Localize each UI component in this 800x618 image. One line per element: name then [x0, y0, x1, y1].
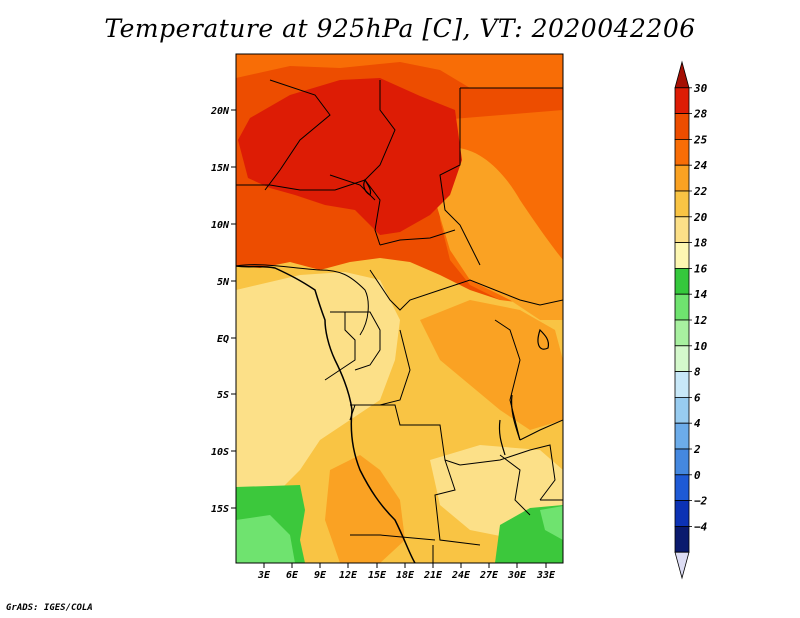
colorbar-label: 4	[694, 417, 701, 430]
region-east-orange	[420, 300, 563, 430]
lat-tick: 10N	[211, 220, 236, 231]
colorbar-swatch	[674, 190, 690, 218]
latitude-axis: 20N 15N 10N 5N EQ 5S 10S 15S	[210, 106, 236, 515]
region-basin-yellow	[236, 272, 400, 490]
lat-tick: 15N	[211, 163, 236, 174]
colorbar-label: 18	[694, 237, 708, 250]
colorbar-label: 0	[694, 469, 701, 482]
colorbar-label: 6	[694, 391, 701, 404]
region-transition	[435, 147, 563, 320]
longitude-axis: 3E 6E 9E 12E 15E 18E 21E 24E 27E 30E 33E	[257, 563, 556, 581]
region-top-strip	[236, 54, 563, 88]
lat-label-20n: 20N	[210, 106, 230, 117]
colorbar-label: −2	[694, 495, 708, 508]
colorbar-swatch	[674, 500, 690, 527]
colorbar-swatch	[674, 216, 690, 244]
lat-label-5n: 5N	[217, 277, 230, 288]
colorbar-label: 14	[694, 288, 708, 301]
colorbar-label: 16	[694, 262, 708, 275]
colorbar-label: 22	[693, 185, 708, 198]
colorbar-swatch	[674, 474, 690, 501]
colorbar-label: 10	[694, 340, 708, 353]
lat-label-10n: 10N	[211, 220, 230, 231]
lat-label-15n: 15N	[211, 163, 230, 174]
colorbar-top-triangle	[674, 60, 690, 89]
colorbar-swatch	[674, 526, 690, 553]
colorbar-label: 2	[693, 443, 701, 456]
colorbar-bottom-triangle	[674, 551, 690, 580]
lat-tick: 10S	[211, 447, 236, 458]
region-sw-lightgreen	[236, 515, 295, 563]
colorbar-swatch	[674, 371, 690, 398]
colorbar-swatch	[674, 422, 690, 450]
lat-tick: EQ	[217, 334, 236, 345]
colorbar-swatch	[674, 242, 690, 269]
region-angola-orange	[325, 455, 405, 563]
colorbar-label: 8	[694, 366, 701, 379]
grads-credit: GrADS: IGES/COLA	[6, 603, 93, 613]
lat-label-15s: 15S	[211, 504, 229, 515]
lon-label-12e: 12E	[339, 570, 358, 581]
lon-label-9e: 9E	[314, 570, 327, 581]
colorbar-swatch	[674, 448, 690, 476]
lat-label-10s: 10S	[211, 447, 229, 458]
coastline	[236, 265, 416, 563]
lakes	[363, 178, 550, 456]
colorbar-swatch	[674, 138, 690, 166]
lon-label-21e: 21E	[423, 570, 443, 581]
colorbar-label: −4	[694, 520, 708, 533]
map-frame	[235, 53, 564, 564]
map-title: Temperature at 925hPa [C], VT: 202004220…	[104, 14, 696, 43]
lon-label-18e: 18E	[396, 570, 415, 581]
colorbar-swatch	[674, 319, 690, 347]
lon-label-3e: 3E	[257, 570, 271, 581]
lon-label-27e: 27E	[479, 570, 499, 581]
colorbar-swatch	[674, 164, 690, 192]
colorbar-swatch	[674, 267, 690, 295]
colorbar-swatch	[674, 396, 690, 424]
colorbar-label: 12	[694, 314, 708, 327]
colorbar-label: 24	[693, 159, 708, 172]
colorbar-label: 20	[693, 211, 708, 224]
lon-label-6e: 6E	[286, 570, 299, 581]
lat-tick: 20N	[210, 106, 236, 117]
lon-label-15e: 15E	[368, 570, 387, 581]
colorbar-swatch	[674, 113, 690, 140]
lon-label-33e: 33E	[536, 570, 556, 581]
colorbar-swatch	[674, 87, 690, 115]
colorbar-label: 28	[693, 108, 708, 121]
lat-tick: 15S	[211, 504, 236, 515]
lat-tick: 5S	[217, 390, 236, 401]
region-hot-core	[238, 78, 462, 235]
region-se-lightgreen	[540, 506, 563, 540]
colorbar-label: 30	[693, 82, 708, 95]
colorbar-label: 25	[693, 133, 708, 146]
lon-label-24e: 24E	[451, 570, 471, 581]
colorbar-swatch	[674, 345, 690, 372]
lat-label-5s: 5S	[217, 390, 229, 401]
country-borders	[236, 79, 563, 563]
temperature-field	[236, 54, 563, 563]
lon-label-30e: 30E	[507, 570, 527, 581]
colorbar-swatch	[674, 293, 690, 321]
lat-label-eq: EQ	[217, 334, 229, 345]
lat-tick: 5N	[217, 277, 236, 288]
